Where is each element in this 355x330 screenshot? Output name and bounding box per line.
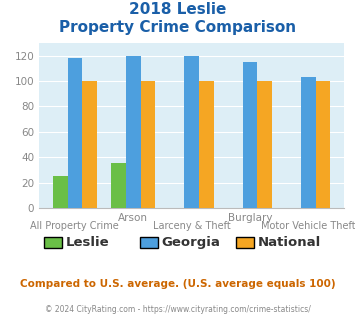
Bar	[141, 81, 155, 208]
Bar	[126, 55, 141, 208]
Bar	[199, 81, 214, 208]
Bar	[316, 81, 331, 208]
Bar	[67, 58, 82, 208]
Bar	[257, 81, 272, 208]
Bar	[184, 55, 199, 208]
Text: All Property Crime: All Property Crime	[31, 221, 119, 231]
Text: Larceny & Theft: Larceny & Theft	[153, 221, 231, 231]
Text: Leslie: Leslie	[66, 236, 109, 249]
Bar	[243, 62, 257, 208]
Text: Arson: Arson	[118, 213, 148, 223]
Text: Property Crime Comparison: Property Crime Comparison	[59, 20, 296, 35]
Text: Compared to U.S. average. (U.S. average equals 100): Compared to U.S. average. (U.S. average …	[20, 279, 335, 289]
Bar	[53, 176, 67, 208]
Text: © 2024 CityRating.com - https://www.cityrating.com/crime-statistics/: © 2024 CityRating.com - https://www.city…	[45, 305, 310, 314]
Bar	[301, 77, 316, 208]
Text: Burglary: Burglary	[228, 213, 272, 223]
Text: Georgia: Georgia	[162, 236, 220, 249]
Text: 2018 Leslie: 2018 Leslie	[129, 2, 226, 16]
Text: National: National	[257, 236, 321, 249]
Text: Motor Vehicle Theft: Motor Vehicle Theft	[261, 221, 355, 231]
Bar	[82, 81, 97, 208]
Bar	[111, 163, 126, 208]
